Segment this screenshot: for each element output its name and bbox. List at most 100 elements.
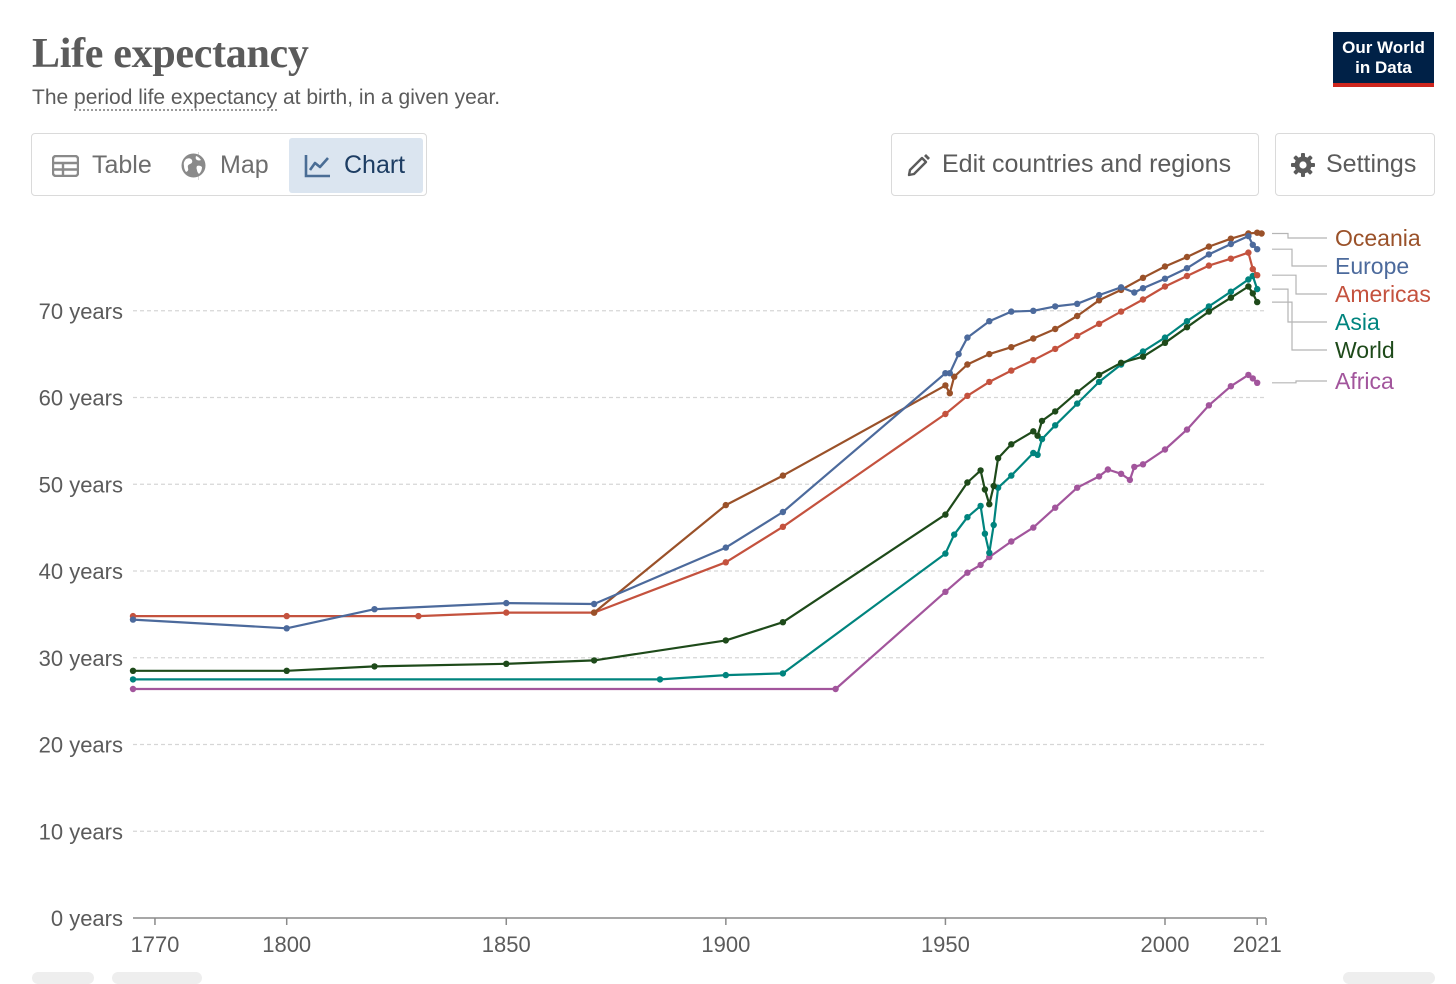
logo-line-1: Our World bbox=[1342, 38, 1425, 57]
series-world[interactable] bbox=[129, 283, 1261, 674]
edit-countries-button[interactable]: Edit countries and regions bbox=[891, 133, 1259, 196]
data-point-africa bbox=[964, 569, 971, 576]
subtitle-definition-link[interactable]: period life expectancy bbox=[74, 86, 278, 111]
globe-icon bbox=[180, 152, 208, 180]
data-point-asia bbox=[1038, 435, 1046, 443]
series-africa[interactable] bbox=[129, 371, 1261, 693]
data-point-asia bbox=[656, 676, 664, 683]
data-point-americas bbox=[1030, 357, 1037, 364]
data-point-asia bbox=[1095, 378, 1103, 386]
data-point-oceania bbox=[951, 373, 958, 380]
data-point-world bbox=[283, 667, 290, 674]
data-point-africa bbox=[1227, 383, 1235, 390]
data-point-africa bbox=[977, 561, 984, 569]
series-line-asia bbox=[133, 274, 1259, 681]
data-point-europe bbox=[722, 544, 729, 551]
data-point-europe bbox=[1117, 284, 1125, 291]
data-point-world bbox=[1227, 294, 1235, 301]
owid-logo[interactable]: Our World in Data bbox=[1333, 32, 1434, 87]
series-layer bbox=[129, 229, 1265, 693]
data-point-africa bbox=[1139, 461, 1147, 468]
data-point-europe bbox=[1249, 241, 1257, 248]
data-point-europe bbox=[986, 318, 993, 325]
data-point-americas bbox=[1245, 249, 1252, 256]
data-point-oceania bbox=[1139, 274, 1147, 281]
data-point-asia bbox=[1052, 422, 1059, 429]
data-point-europe bbox=[946, 370, 953, 377]
data-point-oceania bbox=[1227, 235, 1235, 242]
series-line-europe bbox=[132, 235, 1258, 630]
data-point-oceania bbox=[722, 501, 729, 509]
data-point-asia bbox=[1227, 288, 1235, 295]
data-point-asia bbox=[1245, 276, 1252, 283]
x-tick-label: 2021 bbox=[1233, 932, 1282, 957]
y-tick-label: 50 years bbox=[39, 472, 123, 497]
data-point-world bbox=[990, 482, 997, 490]
series-line-africa bbox=[133, 373, 1258, 691]
y-tick-label: 60 years bbox=[39, 386, 123, 411]
data-point-world bbox=[1008, 441, 1015, 448]
data-point-asia bbox=[951, 531, 958, 538]
data-point-europe bbox=[590, 600, 598, 608]
data-point-europe bbox=[1131, 289, 1138, 296]
tab-table[interactable]: Table bbox=[36, 138, 182, 193]
data-point-africa bbox=[1095, 473, 1103, 480]
data-point-americas bbox=[1095, 320, 1103, 327]
data-point-oceania bbox=[1161, 263, 1169, 270]
data-point-africa bbox=[1008, 538, 1015, 545]
data-point-europe bbox=[283, 625, 290, 632]
data-point-europe bbox=[1095, 291, 1103, 299]
legend-label-world[interactable]: World bbox=[1335, 337, 1395, 363]
data-point-europe bbox=[503, 599, 510, 607]
data-point-oceania bbox=[1008, 344, 1015, 351]
data-point-americas bbox=[283, 612, 290, 620]
data-point-world bbox=[1030, 428, 1037, 435]
x-tick-label: 1850 bbox=[482, 932, 531, 957]
footer-tab-stub[interactable] bbox=[112, 972, 202, 984]
series-americas[interactable] bbox=[129, 249, 1261, 620]
data-point-asia bbox=[1205, 303, 1213, 310]
data-point-americas bbox=[1254, 272, 1261, 279]
table-icon bbox=[52, 152, 80, 180]
legend-label-asia[interactable]: Asia bbox=[1335, 309, 1380, 335]
tab-map[interactable]: Map bbox=[166, 138, 286, 193]
data-point-europe bbox=[129, 616, 137, 623]
data-point-oceania bbox=[1030, 335, 1037, 342]
settings-button[interactable]: Settings bbox=[1275, 133, 1435, 196]
data-point-africa bbox=[1074, 484, 1081, 491]
data-point-europe bbox=[955, 350, 962, 358]
tab-chart[interactable]: Chart bbox=[289, 138, 423, 193]
tab-chart-label: Chart bbox=[344, 151, 406, 179]
data-point-asia bbox=[1034, 451, 1041, 458]
x-tick-label: 2000 bbox=[1141, 932, 1190, 957]
data-point-world bbox=[986, 501, 993, 508]
series-asia[interactable] bbox=[129, 272, 1261, 683]
footer-tab-stub[interactable] bbox=[1343, 972, 1435, 984]
data-point-asia bbox=[990, 521, 997, 529]
y-tick-label: 0 years bbox=[51, 906, 123, 931]
data-point-asia bbox=[964, 514, 971, 521]
footer-tab-stub[interactable] bbox=[32, 972, 94, 984]
y-tick-label: 20 years bbox=[39, 733, 123, 758]
tab-map-label: Map bbox=[220, 151, 269, 179]
data-point-world bbox=[129, 667, 137, 674]
data-point-world bbox=[1249, 290, 1257, 297]
data-point-americas bbox=[1052, 345, 1059, 353]
legend-label-africa[interactable]: Africa bbox=[1335, 368, 1394, 394]
data-point-europe bbox=[1161, 275, 1169, 282]
x-tick-label: 1900 bbox=[701, 932, 750, 957]
data-point-world bbox=[1034, 432, 1041, 439]
data-point-europe bbox=[1205, 251, 1213, 258]
series-europe[interactable] bbox=[129, 232, 1261, 632]
data-point-world bbox=[1245, 283, 1252, 290]
legend-label-americas[interactable]: Americas bbox=[1335, 281, 1431, 307]
x-tick-label: 1950 bbox=[921, 932, 970, 957]
data-point-africa bbox=[1183, 426, 1191, 433]
data-point-europe bbox=[1245, 232, 1252, 240]
legend-label-europe[interactable]: Europe bbox=[1335, 253, 1409, 279]
x-tick-label: 1770 bbox=[130, 932, 179, 957]
data-point-world bbox=[722, 637, 729, 644]
legend-label-oceania[interactable]: Oceania bbox=[1335, 225, 1421, 251]
